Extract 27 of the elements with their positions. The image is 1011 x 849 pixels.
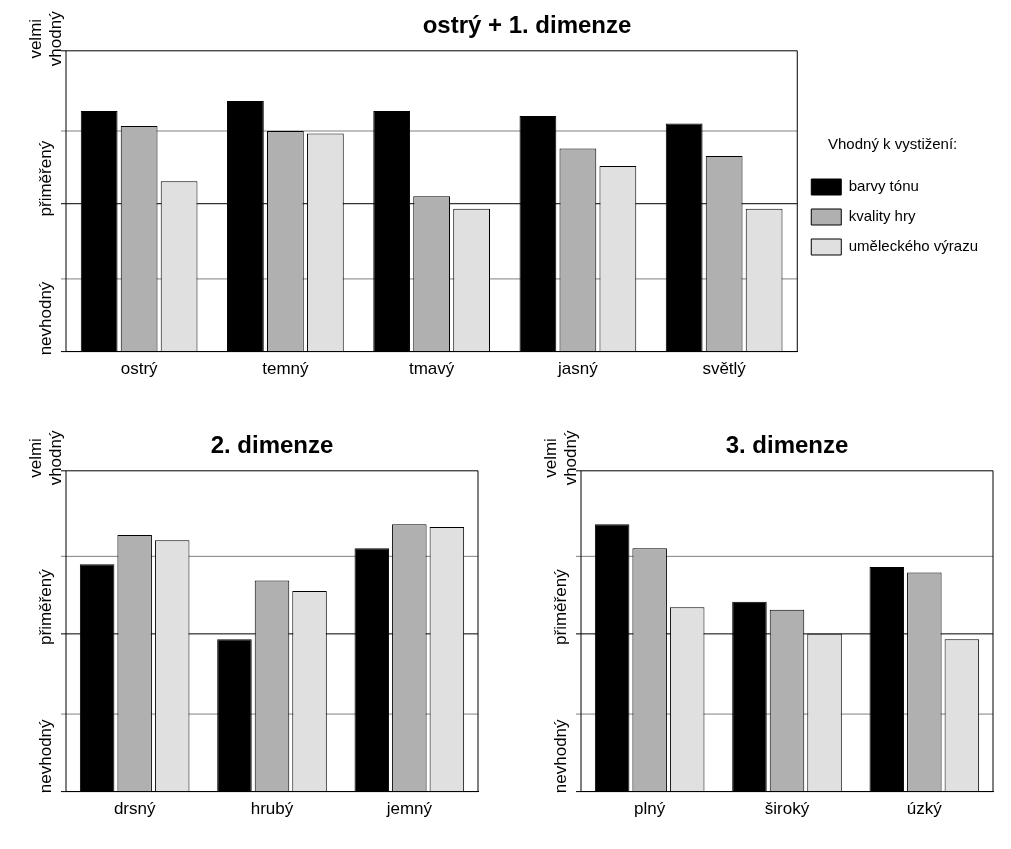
text: velmi vhodný xyxy=(25,430,65,486)
text: přiměřený xyxy=(550,568,570,645)
x-tick-label: jasný xyxy=(557,359,599,379)
chart-title: 3. dimenze xyxy=(725,431,849,459)
text: přiměřený xyxy=(35,568,55,645)
text: nevhodný xyxy=(35,281,55,356)
x-tick-label: jemný xyxy=(385,799,433,819)
text: velmi vhodný xyxy=(540,430,580,486)
legend-label: kvality hry xyxy=(848,207,916,225)
text: velmi vhodný xyxy=(25,10,65,67)
x-tick-label: ostrý xyxy=(120,359,159,379)
text: nevhodný xyxy=(35,718,55,794)
chart-title: ostrý + 1. dimenze xyxy=(422,11,632,39)
legend-label: barvy tónu xyxy=(848,177,919,195)
x-tick-label: úzký xyxy=(906,799,943,819)
legend-label: uměleckého výrazu xyxy=(848,237,979,255)
x-tick-label: hrubý xyxy=(250,799,294,819)
x-tick-label: široký xyxy=(764,799,810,819)
text: přiměřený xyxy=(35,140,55,217)
x-tick-label: drsný xyxy=(113,799,156,819)
x-tick-label: temný xyxy=(262,359,310,379)
text: nevhodný xyxy=(550,718,570,794)
x-tick-label: světlý xyxy=(702,359,747,379)
x-tick-label: tmavý xyxy=(408,359,455,379)
legend-title: Vhodný k vystižení: xyxy=(828,134,958,152)
x-tick-label: plný xyxy=(634,799,666,819)
chart-title: 2. dimenze xyxy=(210,431,334,459)
